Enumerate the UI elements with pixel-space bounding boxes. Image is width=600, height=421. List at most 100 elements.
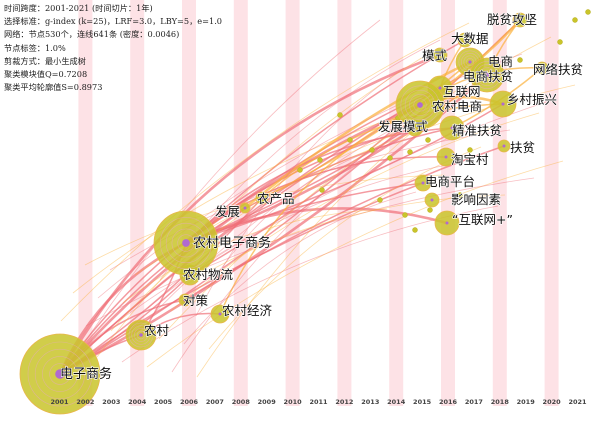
node-core [518,18,522,22]
year-stripe-2002 [78,0,93,406]
network-link [189,104,421,276]
network-link [97,53,523,299]
network-link [59,182,424,375]
node-fazhan[interactable] [239,202,251,214]
node-moshi[interactable] [432,47,448,63]
info-node-labels: 节点标签：1.0% [4,42,66,53]
node-ring [131,325,151,345]
network-node [407,149,413,155]
node-core [468,60,472,64]
timeline-axis: 2001 2002 2003 2004 2005 2006 2007 2008 2009 2010… [50,398,587,406]
network-node [457,192,463,198]
year-label-2013: 2013 [361,398,379,406]
network-node [347,137,353,143]
node-ring [171,228,201,258]
node-core [540,66,544,70]
network-node [319,187,325,193]
node-ring [49,363,71,385]
node-ring [160,217,212,269]
network-node [317,157,323,163]
info-silhouette: 聚类平均轮廓值S=0.8973 [4,82,103,93]
year-label-2008: 2008 [232,398,251,406]
info-selection-criteria: 选择标准：g-index (k=25)，LRF=3.0，LBY=5，e=1.0 [4,16,223,27]
network-link [261,103,504,199]
node-nongcun[interactable] [125,319,157,351]
node-jingzhun[interactable] [439,115,465,141]
network-node [585,9,591,15]
network-link [60,22,470,322]
node-ring [404,89,436,121]
network-link [171,115,429,373]
node-label-moshi: 模式 [422,48,448,63]
network-link [110,132,400,332]
year-label-2009: 2009 [258,398,277,406]
year-label-2018: 2018 [491,398,510,406]
node-tuopin[interactable] [512,12,528,28]
node-label-fazhan: 发展 [215,204,240,219]
info-pruning: 剪裁方式：最小生成树 [4,55,86,66]
node-core [243,206,247,210]
node-dianzi[interactable] [19,333,101,415]
network-link [146,160,564,368]
network-link [196,70,494,378]
node-ring [136,330,146,340]
node-label-nongcun: 农村 [144,323,170,338]
node-xiangcun[interactable] [489,90,517,118]
node-duice[interactable] [178,293,192,307]
node-core [139,333,143,337]
network-link [207,143,393,289]
node-ring [128,322,154,348]
node-label-dashuju: 大数据 [451,31,489,46]
year-label-2021: 2021 [568,398,587,406]
network-info-panel: 时间跨度：2001-2021 (时间切片：1年) 选择标准：g-index (k… [4,2,222,94]
year-label-2014: 2014 [387,398,406,406]
info-modularity: 聚类模块值Q=0.7208 [4,68,88,79]
node-fupin[interactable] [497,139,511,153]
network-node [369,147,375,153]
node-core [430,198,434,202]
year-stripe-2010 [285,0,300,406]
node-label-dianshangfupin: 电商扶贫 [463,69,514,84]
node-taobao[interactable] [436,147,456,167]
node-label-yingxiang: 影响因素 [451,192,501,207]
network-node [467,147,473,153]
network-link [122,208,388,304]
year-label-2015: 2015 [413,398,432,406]
node-ring [165,222,207,264]
node-core [55,369,65,379]
node-dianshangfupin[interactable] [469,57,505,93]
year-stripe-2016 [441,0,455,406]
node-label-tuopin: 脱贫攻坚 [487,12,537,27]
network-node [402,212,408,218]
node-nongcundianshang[interactable] [395,80,445,130]
node-dashuju[interactable] [457,32,473,48]
year-label-2016: 2016 [439,398,458,406]
node-core [183,298,187,302]
network-link [185,156,447,244]
node-nongchanpin[interactable] [255,191,269,205]
node-label-nongcunjingji: 农村经济 [222,303,273,318]
network-node [557,39,563,45]
node-hulianwangplus[interactable] [434,210,460,236]
node-wangluofupin[interactable] [535,61,549,75]
node-nongcunjingji[interactable] [210,304,230,324]
network-node [572,17,578,23]
node-label-nongcundianzi: 农村电子商务 [193,235,271,251]
node-dianshangpingtai[interactable] [414,174,432,192]
node-core [438,86,442,90]
node-core [438,53,442,57]
node-yingxiang[interactable] [424,192,440,208]
network-node [427,207,433,213]
node-nongcundianzi[interactable] [153,210,219,276]
node-ring [413,98,427,112]
node-ring [482,70,492,80]
node-label-jingzhun: 精准扶贫 [452,123,503,138]
node-label-taobao: 淘宝村 [451,152,489,167]
year-label-2005: 2005 [154,398,173,406]
node-core [502,144,506,148]
year-stripe-2012 [337,0,352,406]
network-node [337,112,343,118]
network-node [517,57,523,63]
